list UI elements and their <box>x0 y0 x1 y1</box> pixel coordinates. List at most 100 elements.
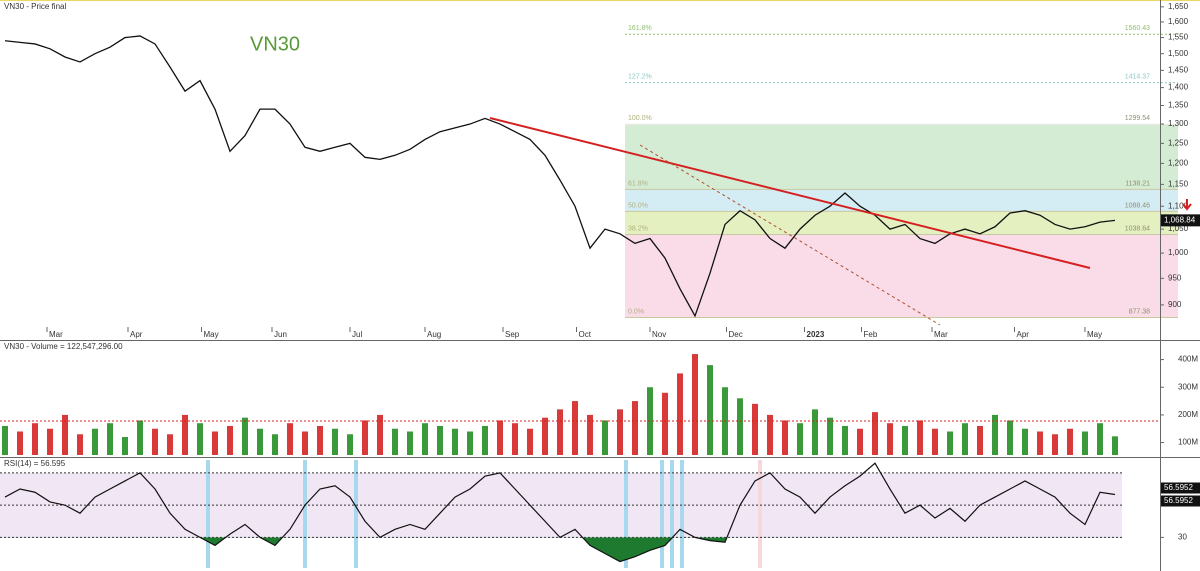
volume-bar <box>887 423 893 455</box>
x-tick-label: Mar <box>49 330 63 339</box>
volume-bar <box>467 431 473 455</box>
y-tick-label: 300M <box>1178 382 1198 391</box>
volume-bar <box>662 392 668 455</box>
fib-pct: 100.0% <box>628 115 652 122</box>
y-tick-label: 1,050 <box>1168 224 1189 233</box>
volume-bar <box>827 417 833 455</box>
price-line <box>4 35 1116 318</box>
volume-bar <box>572 401 578 455</box>
volume-bar <box>302 431 308 455</box>
volume-bar <box>137 420 143 455</box>
y-tick-label: 1,600 <box>1168 17 1189 26</box>
x-tick-label: Dec <box>729 330 743 339</box>
x-tick-label: Apr <box>1017 330 1030 339</box>
y-tick-label: 900 <box>1168 300 1182 309</box>
fib-band <box>625 234 1178 318</box>
fib-band <box>625 189 1178 212</box>
volume-bar <box>857 428 863 455</box>
price-panel: 900 950 1,000 1,050 1,100 1,150 1,200 1,250 1,30… <box>4 2 1200 339</box>
trend-line <box>489 117 1091 269</box>
fib-value: 1414.37 <box>1125 73 1150 80</box>
y-tick-label: 200M <box>1178 410 1198 419</box>
volume-bar <box>737 398 743 455</box>
volume-bar <box>1067 428 1073 455</box>
volume-bar <box>527 428 533 455</box>
volume-bar <box>407 431 413 455</box>
y-tick-label: 30 <box>1178 532 1187 541</box>
volume-bar <box>452 428 458 455</box>
y-tick-label: 1,450 <box>1168 65 1189 74</box>
volume-bar <box>797 423 803 455</box>
volume-title: VN30 - Volume = 122,547,296.00 <box>4 342 123 351</box>
volume-bar <box>782 420 788 455</box>
volume-bar <box>632 401 638 455</box>
fibonacci: 0.0% 877.38 38.2% 1038.64 50.0% 1088.46 61.8% 1… <box>625 25 1178 318</box>
volume-bar <box>497 420 503 455</box>
signal <box>303 460 307 568</box>
signal <box>354 460 358 568</box>
y-tick-label: 1,150 <box>1168 179 1189 188</box>
fib-pct: 50.0% <box>628 202 648 209</box>
volume-bar <box>677 373 683 455</box>
volume-bar <box>182 414 188 455</box>
volume-bar <box>932 428 938 455</box>
volume-bar <box>542 417 548 455</box>
x-tick-label: Oct <box>579 330 592 339</box>
volume-bar <box>872 412 878 455</box>
volume-bar <box>1097 423 1103 455</box>
volume-bar <box>1007 420 1013 455</box>
y-tick-label: 1,500 <box>1168 49 1189 58</box>
rsi-title: RSI(14) = 56.595 <box>4 459 66 468</box>
last-price-box <box>1161 214 1200 227</box>
volume-bar <box>767 414 773 455</box>
volume-bar <box>512 423 518 455</box>
y-tick-label: 400M <box>1178 355 1198 364</box>
volume-bar <box>1022 428 1028 455</box>
rsi-panel: 30 56.5952 56.5952 <box>0 462 1200 563</box>
y-tick-label: 950 <box>1168 273 1182 282</box>
volume-bar <box>167 434 173 455</box>
dashed-line <box>639 144 941 326</box>
rsi-signals <box>206 460 762 568</box>
fib-value: 1138.21 <box>1125 180 1150 187</box>
volume-bar <box>602 420 608 455</box>
fib-pct: 127.2% <box>628 73 652 80</box>
volume-bar <box>122 437 128 455</box>
volume-bar <box>317 425 323 455</box>
price-title: VN30 - Price final <box>4 2 66 11</box>
down-arrow <box>1182 199 1192 211</box>
volume-bar <box>812 409 818 455</box>
volume-bar <box>107 423 113 455</box>
volume-bar <box>197 423 203 455</box>
signal <box>660 460 664 568</box>
volume-bar <box>752 403 758 455</box>
volume-bar <box>92 428 98 455</box>
volume-bar <box>557 409 563 455</box>
volume-bar <box>902 425 908 455</box>
volume-bar <box>242 417 248 455</box>
x-tick-label: 2023 <box>807 330 825 339</box>
volume-bar <box>1052 434 1058 455</box>
rsi-oversold-area <box>200 537 727 562</box>
fib-value: 1560.43 <box>1125 25 1150 32</box>
fib-value: 1299.54 <box>1125 115 1150 122</box>
fib-value: 877.38 <box>1129 308 1151 315</box>
fib-pct: 161.8% <box>628 25 652 32</box>
volume-bar <box>287 423 293 455</box>
x-tick-label: Aug <box>427 330 441 339</box>
volume-bar <box>947 431 953 455</box>
volume-bar <box>587 414 593 455</box>
volume-bar <box>272 434 278 455</box>
volume-bar <box>482 425 488 455</box>
volume-bar <box>977 425 983 455</box>
volume-bar <box>17 431 23 455</box>
x-tick-label: Mar <box>934 330 948 339</box>
signal <box>680 460 684 568</box>
signal <box>670 460 674 568</box>
x-tick-label: Feb <box>864 330 878 339</box>
volume-bar <box>992 414 998 455</box>
y-tick-label: 1,300 <box>1168 119 1189 128</box>
y-tick-label: 1,200 <box>1168 159 1189 168</box>
volume-bar <box>842 425 848 455</box>
fib-band <box>625 124 1178 190</box>
